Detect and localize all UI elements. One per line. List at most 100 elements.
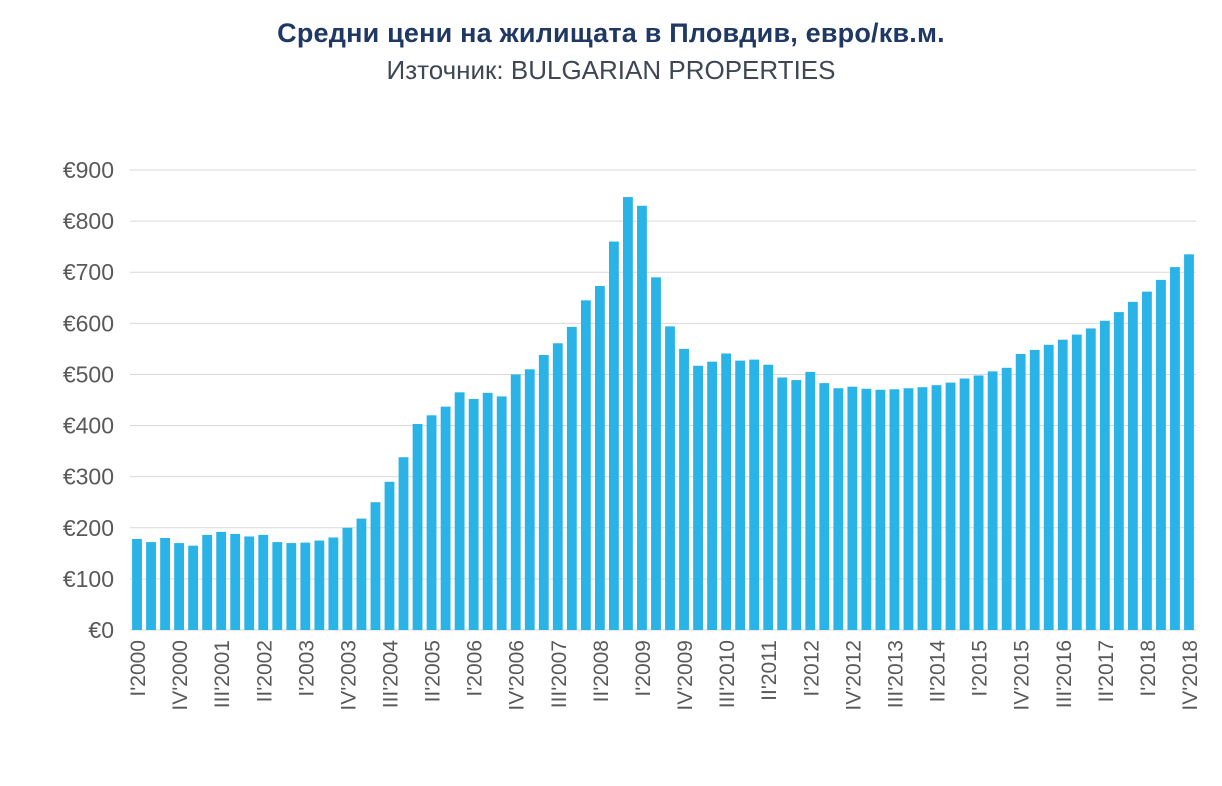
bar <box>665 326 675 630</box>
bar <box>468 398 479 630</box>
bar-chart: €0 €100 €200 €300 €400 €500 €600 €700 €800 €900 I'… <box>63 157 1202 711</box>
bar <box>384 481 395 630</box>
bar <box>524 369 535 630</box>
bar <box>707 361 717 630</box>
bar <box>1099 320 1110 630</box>
y-axis-tick-label: €100 <box>63 566 114 592</box>
bar <box>454 392 465 630</box>
x-axis-tick-label: II'2005 <box>422 640 445 702</box>
x-axis-tick-label: II'2008 <box>590 640 613 702</box>
x-axis-tick-label: I'2006 <box>464 640 487 697</box>
x-axis-tick-label: II'2017 <box>1095 640 1118 702</box>
x-axis-tick-label: III'2016 <box>1053 640 1076 708</box>
bar <box>216 531 227 630</box>
bar <box>370 502 381 630</box>
x-axis-tick-label: III'2004 <box>379 640 402 709</box>
bar <box>735 360 746 630</box>
bar <box>1043 344 1054 630</box>
bar <box>1015 354 1026 630</box>
y-axis-tick-label: €600 <box>63 310 114 336</box>
bar <box>1127 301 1138 630</box>
bar <box>749 359 760 630</box>
x-axis-tick-label: I'2018 <box>1137 640 1160 697</box>
x-axis-tick-label: I'2015 <box>969 640 992 697</box>
bar <box>314 540 325 630</box>
bar <box>132 539 142 630</box>
bar <box>637 205 647 630</box>
x-axis-tick-label: III'2001 <box>211 640 234 708</box>
bar <box>412 424 423 630</box>
x-axis-tick-label: II'2002 <box>253 640 276 702</box>
x-axis-tick-label: IV'2009 <box>674 640 697 711</box>
y-axis-tick-label: €800 <box>63 208 114 234</box>
chart-subtitle: Източник: BULGARIAN PROPERTIES <box>386 55 836 85</box>
bar <box>398 457 409 630</box>
bar <box>1142 291 1152 630</box>
bar <box>1029 349 1040 630</box>
y-axis-tick-label: €0 <box>88 617 114 643</box>
bar <box>202 534 213 630</box>
bar <box>496 396 507 630</box>
bar <box>342 527 353 630</box>
bar <box>1184 254 1194 630</box>
y-axis-tick-label: €900 <box>63 157 114 183</box>
bar <box>580 300 591 630</box>
bar <box>1113 312 1124 630</box>
x-axis-tick-label: I'2003 <box>295 640 318 697</box>
bar <box>1071 334 1082 630</box>
x-axis-tick-label: II'2014 <box>927 640 950 703</box>
bar <box>1156 279 1166 630</box>
bar <box>679 348 689 630</box>
bar <box>160 538 170 630</box>
bar <box>594 286 605 630</box>
x-axis-tick-label: IV'2000 <box>169 640 192 711</box>
bar <box>777 377 788 630</box>
x-axis-tick-label: II'2011 <box>758 640 781 701</box>
x-axis-tick-label: IV'2012 <box>842 640 865 711</box>
bar <box>482 392 493 630</box>
bar <box>623 197 633 630</box>
bar <box>230 533 241 630</box>
bar <box>258 534 269 630</box>
bar <box>356 518 367 630</box>
x-axis-tick-label: IV'2006 <box>506 640 529 711</box>
x-axis-tick-label: III'2013 <box>884 640 907 708</box>
x-axis-tick-label: IV'2015 <box>1011 640 1034 711</box>
y-axis-tick-label: €300 <box>63 464 114 490</box>
bar <box>174 543 184 630</box>
bar <box>861 388 872 630</box>
bar <box>819 383 830 630</box>
bar <box>791 380 802 630</box>
bar <box>931 385 942 630</box>
x-axis-tick-label: IV'2018 <box>1179 640 1202 711</box>
bar <box>300 542 311 630</box>
bar <box>889 389 900 630</box>
x-axis-tick-label: I'2009 <box>632 640 655 697</box>
bar <box>721 353 732 630</box>
bar <box>973 375 984 630</box>
bar <box>566 326 577 630</box>
y-axis-tick-label: €200 <box>63 515 114 541</box>
bar <box>188 545 199 630</box>
bar <box>440 406 451 630</box>
x-axis-tick-label: IV'2003 <box>337 640 360 711</box>
bar <box>272 542 283 630</box>
bar <box>1170 267 1180 630</box>
bar <box>510 374 521 630</box>
x-axis-tick-label: III'2007 <box>548 640 571 708</box>
bar <box>847 386 858 630</box>
bar <box>917 387 928 630</box>
bar <box>538 355 549 630</box>
chart-header: Средни цени на жилищата в Пловдив, евро/… <box>0 0 1222 88</box>
bar <box>609 241 619 630</box>
bar <box>426 415 437 630</box>
bar <box>244 536 255 630</box>
bar <box>146 542 156 630</box>
bar <box>805 371 816 630</box>
y-axis-tick-label: €500 <box>63 361 114 387</box>
bar <box>987 371 998 630</box>
bar <box>651 277 661 630</box>
bar <box>903 388 914 630</box>
x-axis-tick-label: III'2010 <box>716 640 739 708</box>
chart-title: Средни цени на жилищата в Пловдив, евро/… <box>277 18 945 48</box>
